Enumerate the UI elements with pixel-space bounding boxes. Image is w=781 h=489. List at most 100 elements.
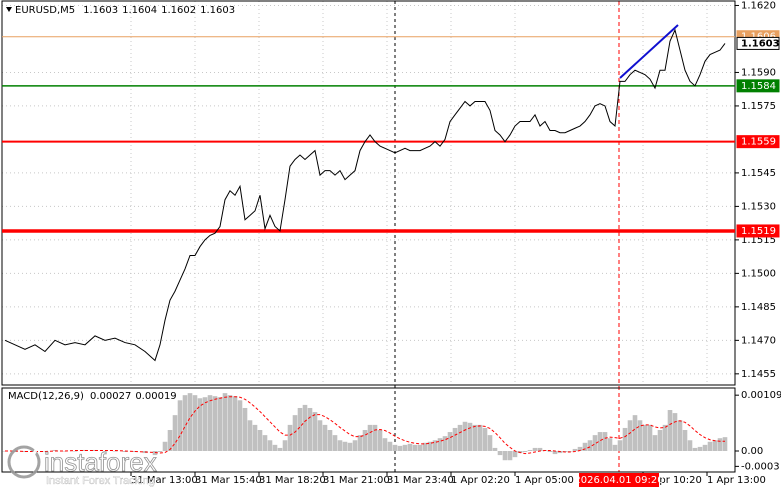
macd-bar bbox=[587, 440, 593, 451]
y-tick-label: 1.1530 bbox=[741, 201, 776, 212]
macd-bar bbox=[257, 430, 263, 451]
x-tick-label: 31 Mar 18:20 bbox=[259, 475, 326, 486]
watermark: instaforex Instant Forex Tracking bbox=[7, 445, 157, 487]
macd-bar bbox=[72, 451, 78, 452]
macd-bar bbox=[182, 395, 188, 451]
macd-bar bbox=[572, 448, 578, 451]
price-line bbox=[4, 28, 726, 362]
macd-bar bbox=[467, 422, 473, 451]
y-tick-label: 1.1545 bbox=[741, 168, 776, 179]
macd-bar bbox=[317, 420, 323, 451]
macd-bar bbox=[327, 430, 333, 451]
macd-bar bbox=[702, 444, 708, 451]
macd-bar bbox=[447, 432, 453, 451]
close: 1.1603 bbox=[200, 5, 235, 16]
macd-bar bbox=[462, 421, 468, 451]
macd-bar bbox=[202, 397, 208, 451]
macd-bar bbox=[187, 393, 193, 451]
macd-bar bbox=[617, 440, 623, 451]
low: 1.1602 bbox=[161, 5, 196, 16]
macd-bar bbox=[607, 438, 613, 451]
level-label-box bbox=[736, 36, 780, 50]
macd-bar bbox=[197, 398, 203, 451]
macd-bar bbox=[487, 435, 493, 451]
macd-bar bbox=[477, 424, 483, 451]
macd-bar bbox=[612, 444, 618, 451]
y-tick-label: -0.0003 bbox=[741, 461, 780, 472]
macd-bar bbox=[242, 407, 248, 451]
macd-bar bbox=[647, 424, 653, 451]
macd-bar bbox=[677, 420, 683, 451]
macd-bar bbox=[642, 424, 648, 451]
macd-bar bbox=[282, 440, 288, 451]
macd-bar bbox=[52, 449, 58, 451]
macd-bar bbox=[152, 451, 158, 456]
macd-bar bbox=[292, 415, 298, 451]
macd-bar bbox=[262, 435, 268, 451]
x-tick-label: 31 Mar 15:40 bbox=[195, 475, 262, 486]
macd-bar bbox=[157, 451, 163, 453]
macd-bar bbox=[622, 427, 628, 451]
macd-bar bbox=[337, 440, 343, 451]
level-label-box bbox=[736, 135, 780, 149]
cursor-label-box bbox=[579, 473, 659, 487]
y-tick-label: 1.1500 bbox=[741, 268, 776, 279]
macd-bar bbox=[397, 445, 403, 451]
macd-bar bbox=[637, 420, 643, 451]
macd-bar bbox=[247, 420, 253, 451]
macd-bar bbox=[452, 427, 458, 451]
symbol: EURUSD,M5 bbox=[15, 5, 75, 16]
macd-bar bbox=[537, 447, 543, 451]
y-tick-label: 1.1590 bbox=[741, 67, 776, 78]
macd-bar bbox=[692, 447, 698, 451]
macd-bar bbox=[377, 430, 383, 451]
macd-bar bbox=[347, 442, 353, 451]
macd-bar bbox=[552, 451, 558, 455]
y-tick-label: 0.00109 bbox=[741, 390, 781, 401]
axis-layer: 1.16201.15901.15751.15451.15301.15151.15… bbox=[130, 0, 781, 487]
menu-arrow bbox=[6, 7, 12, 12]
macd-bar bbox=[712, 440, 718, 451]
macd-bar bbox=[472, 424, 478, 451]
macd-bar bbox=[627, 420, 633, 451]
macd-bar bbox=[402, 444, 408, 451]
macd-bar bbox=[227, 395, 233, 451]
macd-bar bbox=[707, 441, 713, 451]
macd-bar bbox=[482, 427, 488, 451]
macd-bar bbox=[667, 410, 673, 451]
x-tick-label: 31 Mar 21:00 bbox=[323, 475, 390, 486]
macd-bar bbox=[412, 444, 418, 451]
y-tick-label: 1.1515 bbox=[741, 235, 776, 246]
macd-bar bbox=[387, 441, 393, 451]
macd-bar bbox=[382, 438, 388, 451]
y-tick-label: 1.1470 bbox=[741, 335, 776, 346]
macd-bar bbox=[277, 447, 283, 451]
macd-bar bbox=[492, 447, 498, 451]
macd-bar bbox=[697, 446, 703, 451]
x-tick-label: 1 Apr 13:00 bbox=[707, 475, 766, 486]
macd-bar bbox=[512, 451, 518, 458]
logo-mark bbox=[12, 449, 38, 471]
macd-bar bbox=[532, 447, 538, 451]
x-tick-label: 31 Mar 13:00 bbox=[131, 475, 198, 486]
header: EURUSD,M5 1.1603 1.1604 1.1602 1.1603 bbox=[15, 5, 235, 16]
macd-bar bbox=[192, 395, 198, 451]
macd-bar bbox=[592, 435, 598, 451]
macd-bar bbox=[682, 430, 688, 451]
high: 1.1604 bbox=[122, 5, 157, 16]
trend-line bbox=[619, 24, 679, 79]
cursor-label: 2026.04.01 09:20 bbox=[574, 475, 663, 486]
y-tick-label: 1.1485 bbox=[741, 302, 776, 313]
macd-bar bbox=[367, 424, 373, 451]
y-tick-label: 1.1575 bbox=[741, 101, 776, 112]
macd-bar bbox=[422, 442, 428, 451]
tagline: Instant Forex Tracking bbox=[46, 475, 155, 487]
macd-bar bbox=[297, 407, 303, 451]
macd-bar bbox=[112, 451, 118, 452]
macd-bar bbox=[577, 446, 583, 451]
macd-bar bbox=[457, 424, 463, 451]
macd-bar bbox=[527, 449, 533, 451]
macd-bar bbox=[507, 451, 513, 461]
